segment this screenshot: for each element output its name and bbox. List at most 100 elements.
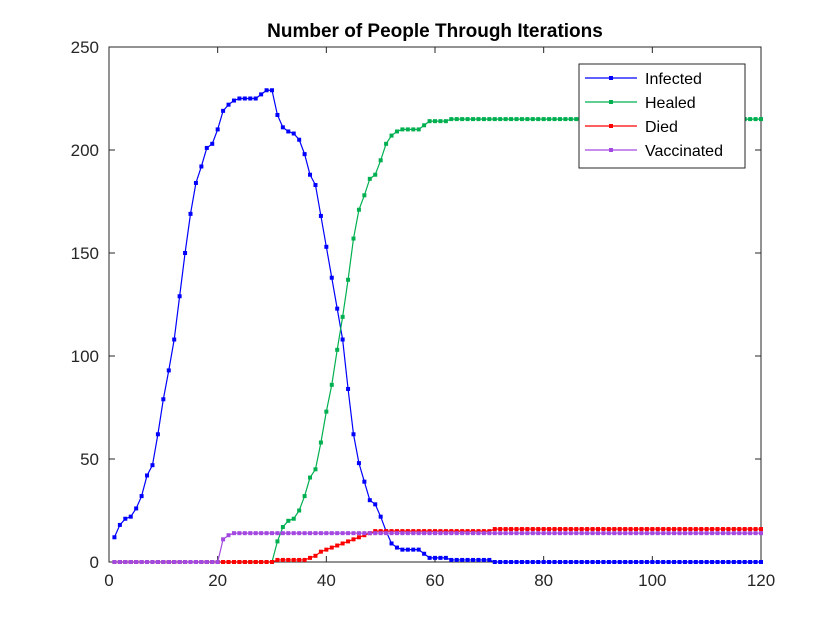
data-point-vaccinated — [541, 531, 546, 536]
data-point-died — [710, 527, 715, 532]
data-point-infected — [628, 560, 633, 564]
data-point-infected — [623, 560, 628, 564]
legend: Infected Healed Died Vaccinated — [578, 63, 746, 169]
data-point-vaccinated — [313, 531, 318, 536]
data-point-infected — [606, 560, 611, 564]
data-point-healed — [471, 117, 476, 122]
data-point-infected — [242, 96, 247, 101]
data-point-healed — [318, 440, 323, 445]
data-point-healed — [557, 117, 562, 122]
data-point-healed — [536, 117, 541, 122]
data-point-died — [737, 527, 742, 532]
data-point-infected — [231, 98, 236, 103]
data-point-vaccinated — [248, 531, 253, 536]
data-point-vaccinated — [215, 560, 220, 564]
data-point-infected — [748, 560, 753, 564]
data-point-infected — [465, 557, 470, 562]
data-point-vaccinated — [351, 531, 356, 536]
data-point-vaccinated — [373, 531, 378, 536]
x-axis: 0 20 40 60 80 100 120 — [104, 47, 775, 590]
data-point-infected — [166, 368, 171, 373]
data-point-infected — [471, 557, 476, 562]
data-point-died — [416, 529, 421, 534]
data-point-healed — [519, 117, 524, 122]
data-point-died — [427, 529, 432, 534]
data-point-vaccinated — [612, 531, 617, 536]
data-point-died — [275, 557, 280, 562]
data-point-died — [715, 527, 720, 532]
data-point-vaccinated — [552, 531, 557, 536]
data-point-infected — [449, 557, 454, 562]
data-point-died — [237, 560, 242, 564]
data-point-infected — [530, 560, 535, 564]
data-point-died — [666, 527, 671, 532]
legend-entry-died: Died — [585, 119, 678, 136]
x-tick-label: 40 — [317, 571, 336, 590]
data-point-died — [726, 527, 731, 532]
data-point-vaccinated — [492, 531, 497, 536]
data-point-vaccinated — [270, 531, 274, 536]
data-point-vaccinated — [454, 531, 459, 536]
data-point-infected — [704, 560, 709, 564]
series-vaccinated — [112, 531, 763, 564]
data-point-vaccinated — [253, 531, 258, 536]
data-point-died — [579, 527, 584, 532]
data-point-infected — [204, 145, 209, 150]
data-point-infected — [693, 560, 698, 564]
data-point-died — [362, 533, 367, 538]
data-point-died — [291, 557, 296, 562]
data-point-died — [313, 553, 318, 558]
data-point-vaccinated — [188, 560, 193, 564]
data-point-vaccinated — [356, 531, 361, 536]
data-point-infected — [134, 506, 139, 511]
data-point-infected — [346, 386, 351, 391]
data-point-infected — [677, 560, 682, 564]
data-point-died — [280, 557, 285, 562]
data-point-vaccinated — [509, 531, 514, 536]
data-point-infected — [661, 560, 666, 564]
data-point-vaccinated — [748, 531, 753, 536]
legend-swatch-marker — [609, 148, 613, 152]
data-point-infected — [373, 502, 378, 507]
data-point-died — [541, 527, 546, 532]
data-point-vaccinated — [145, 560, 150, 564]
data-point-healed — [509, 117, 514, 122]
data-point-infected — [737, 560, 742, 564]
data-point-vaccinated — [628, 531, 633, 536]
data-point-infected — [172, 337, 177, 342]
data-point-infected — [389, 541, 394, 546]
data-point-died — [574, 527, 579, 532]
data-point-died — [590, 527, 595, 532]
data-point-died — [324, 547, 329, 552]
data-point-died — [248, 560, 253, 564]
data-point-infected — [585, 560, 590, 564]
data-point-vaccinated — [438, 531, 443, 536]
data-point-infected — [433, 555, 437, 560]
data-point-infected — [590, 560, 595, 564]
data-point-died — [460, 529, 465, 534]
data-point-healed — [492, 117, 497, 122]
data-point-vaccinated — [759, 531, 763, 536]
data-point-died — [394, 529, 399, 534]
data-point-infected — [155, 432, 160, 437]
data-point-vaccinated — [487, 531, 492, 536]
legend-entry-infected: Infected — [585, 71, 702, 88]
data-point-vaccinated — [682, 531, 687, 536]
data-point-died — [286, 557, 291, 562]
data-point-died — [682, 527, 687, 532]
data-point-healed — [449, 117, 454, 122]
data-point-vaccinated — [411, 531, 416, 536]
legend-label: Vaccinated — [645, 143, 723, 160]
data-point-healed — [525, 117, 530, 122]
data-point-vaccinated — [193, 560, 198, 564]
data-point-died — [699, 527, 704, 532]
data-point-died — [492, 527, 497, 532]
data-point-healed — [335, 347, 340, 352]
data-point-vaccinated — [231, 531, 236, 536]
data-point-died — [308, 555, 313, 560]
data-point-healed — [460, 117, 465, 122]
data-point-vaccinated — [519, 531, 524, 536]
data-point-vaccinated — [237, 531, 242, 536]
